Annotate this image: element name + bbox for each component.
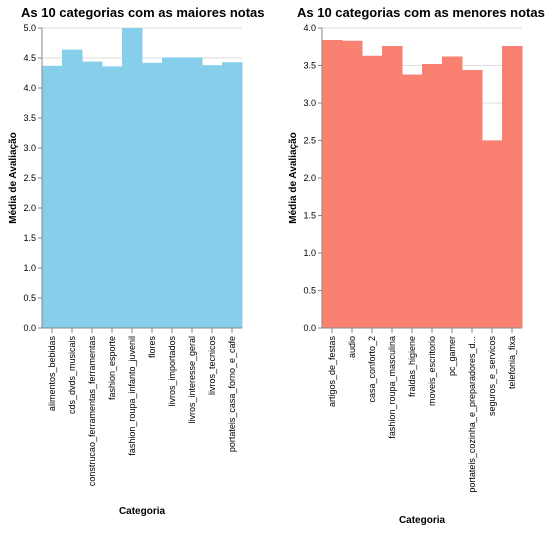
y-tick-label: 4.0 [303,23,316,33]
x-tick-label: fashion_roupa_infanto_juvenil [127,336,137,456]
y-axis-top: 0.0 0.5 1.0 1.5 2.0 2.5 3.0 3.5 4.0 4.5 5.0 [23,23,43,333]
bar-fashion_esporte[interactable] [102,66,123,329]
y-tick-label: 4.0 [23,83,36,93]
bar-moveis_escritorio[interactable] [422,64,443,328]
y-tick-label: 3.0 [303,98,316,108]
y-tick-label: 1.5 [303,211,316,221]
y-tick-label: 3.5 [23,113,36,123]
x-tick-label: moveis_escritorio [427,336,437,406]
bar-livros_tecnicos[interactable] [202,65,223,328]
bar-livros_importados[interactable] [162,57,183,329]
bar-pc_gamer[interactable] [442,56,463,329]
bar-alimentos_bebidas[interactable] [42,65,63,329]
x-tick-label: construcao_ferramentas_ferramentas [87,336,97,487]
bars-bottom [322,40,523,328]
bar-livros_interesse_geral[interactable] [182,57,203,329]
x-tick-label: cds_dvds_musicais [67,336,77,415]
bar-casa_conforto_2[interactable] [362,55,383,328]
y-axis-title-top: Média de Avaliação [8,132,19,224]
y-tick-label: 3.0 [23,143,36,153]
y-tick-label: 1.0 [303,248,316,258]
y-tick-label: 1.5 [23,233,36,243]
y-tick-label: 2.5 [23,173,36,183]
y-tick-label: 1.0 [23,263,36,273]
chart-title-bottom: As 10 categorias com as menores notas [297,5,545,20]
x-tick-label: livros_importados [167,336,177,407]
x-tick-label: portateis_casa_forno_e_cafe [227,336,237,452]
x-tick-label: portateis_cozinha_e_preparadores_d... [467,336,477,493]
x-tick-label: livros_tecnicos [207,336,217,396]
y-tick-label: 0.5 [23,293,36,303]
x-tick-label: fashion_esporte [107,336,117,400]
x-tick-label: livros_interesse_geral [187,336,197,424]
y-tick-label: 3.5 [303,61,316,71]
y-tick-label: 2.0 [23,203,36,213]
chart-bottom-categories: As 10 categorias com as menores notas 0.… [288,5,545,526]
x-tick-label: fraldas_higiene [407,336,417,397]
x-axis-bottom: artigos_de_festas audio casa_conforto_2 fas… [322,327,522,493]
y-tick-label: 5.0 [23,23,36,33]
x-tick-label: artigos_de_festas [327,336,337,408]
x-axis-top: alimentos_bebidas cds_dvds_musicais constr… [42,327,242,487]
y-axis-title-bottom: Média de Avaliação [288,132,299,224]
x-tick-label: pc_gamer [447,336,457,376]
x-tick-label: casa_conforto_2 [367,336,377,403]
bar-artigos_de_festas[interactable] [322,40,343,328]
x-tick-label: flores [147,336,157,359]
bar-portateis_cozinha_e_preparadores_d...[interactable] [462,70,483,328]
x-axis-title-top: Categoria [119,506,166,517]
bar-fashion_roupa_infanto_juvenil[interactable] [122,28,143,328]
chart-top-categories: As 10 categorias com as maiores notas 0.… [8,5,265,517]
bar-cds_dvds_musicais[interactable] [62,49,83,328]
bar-fraldas_higiene[interactable] [402,74,423,329]
y-tick-label: 0.5 [303,286,316,296]
y-tick-label: 2.5 [303,136,316,146]
y-axis-bottom: 0.0 0.5 1.0 1.5 2.0 2.5 3.0 3.5 4.0 [303,23,323,333]
bars-top [42,28,243,329]
bar-seguros_e_servicos[interactable] [482,140,503,329]
bar-portateis_casa_forno_e_cafe[interactable] [222,62,243,328]
bar-audio[interactable] [342,40,363,328]
y-tick-label: 4.5 [23,53,36,63]
x-axis-title-bottom: Categoria [399,515,446,526]
x-tick-label: audio [347,336,357,358]
x-tick-label: telefonia_fixa [507,336,517,389]
x-tick-label: alimentos_bebidas [47,336,57,412]
chart-title-top: As 10 categorias com as maiores notas [21,5,265,20]
y-tick-label: 2.0 [303,173,316,183]
x-tick-label: fashion_roupa_masculina [387,336,397,439]
bar-telefonia_fixa[interactable] [502,46,523,328]
bar-construcao_ferramentas_ferramentas[interactable] [82,61,103,328]
x-tick-label: seguros_e_servicos [487,336,497,417]
bar-fashion_roupa_masculina[interactable] [382,46,403,328]
y-tick-label: 0.0 [23,323,36,333]
y-tick-label: 0.0 [303,323,316,333]
bar-flores[interactable] [142,62,163,329]
